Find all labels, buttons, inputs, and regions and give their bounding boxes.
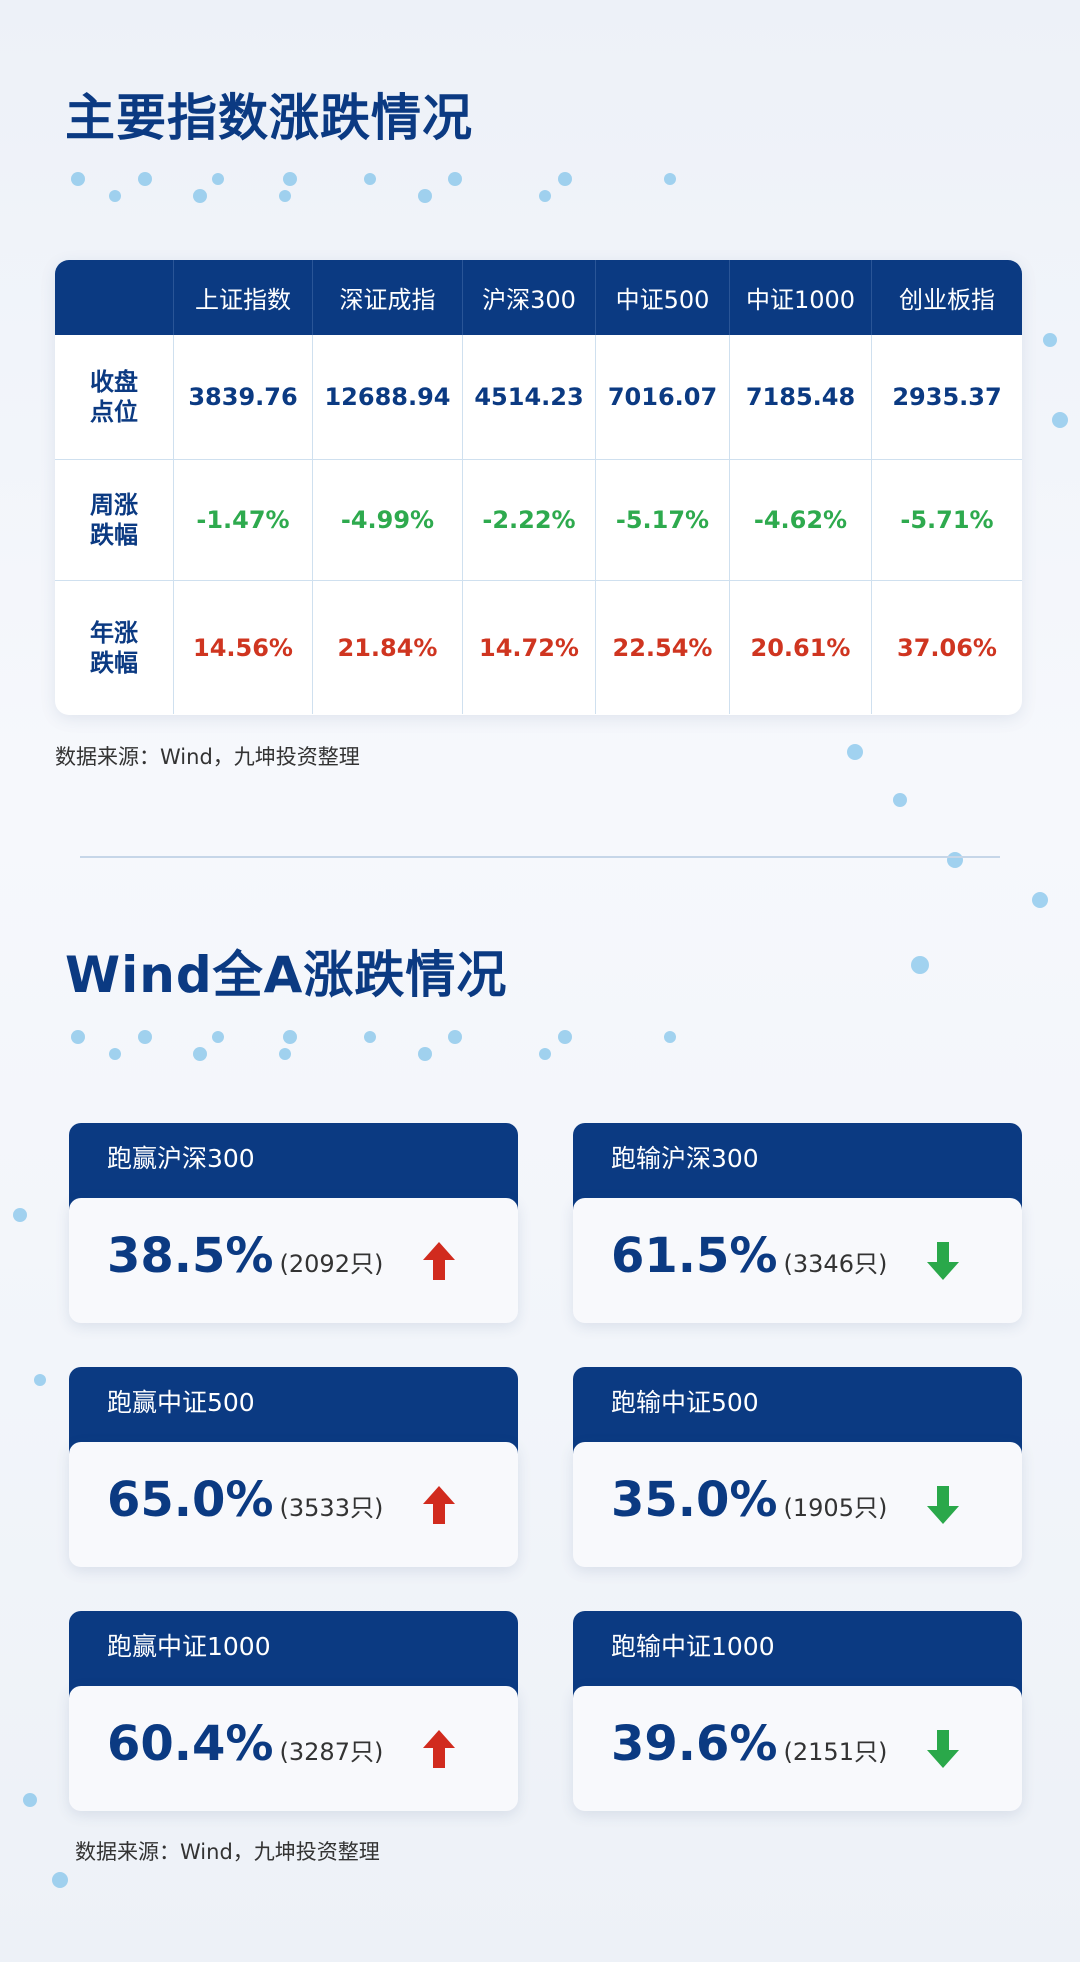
value-cell: -2.22% xyxy=(463,460,596,581)
card-count: (3533只) xyxy=(279,1494,384,1522)
value-cell: -4.62% xyxy=(730,460,872,581)
value-cell: 7185.48 xyxy=(730,335,872,460)
stat-card: 跑输中证500 35.0% (1905只) xyxy=(573,1367,1022,1567)
header-cell: 上证指数 xyxy=(174,260,313,335)
value-cell: 37.06% xyxy=(897,633,997,662)
card-label: 跑输中证1000 xyxy=(611,1632,775,1661)
card-label: 跑赢中证500 xyxy=(107,1388,255,1417)
card-label: 跑赢中证1000 xyxy=(107,1632,271,1661)
row-label: 周涨跌幅 xyxy=(90,491,138,549)
value-cell: 22.54% xyxy=(596,581,730,714)
value-cell: 14.72% xyxy=(463,581,596,714)
card-body: 35.0% (1905只) xyxy=(573,1442,1022,1567)
header-cell xyxy=(55,260,174,335)
source-note: 数据来源：Wind，九坤投资整理 xyxy=(75,1840,380,1864)
source-note: 数据来源：Wind，九坤投资整理 xyxy=(55,745,360,769)
arrow-icon xyxy=(423,1486,455,1524)
value-cell: -5.17% xyxy=(596,460,730,581)
row-label-cell: 周涨跌幅 xyxy=(55,460,174,581)
card-count: (3346只) xyxy=(783,1250,888,1278)
arrow-icon xyxy=(927,1242,959,1280)
arrow-icon xyxy=(927,1730,959,1768)
card-label: 跑输沪深300 xyxy=(611,1144,759,1173)
arrow-shape xyxy=(423,1242,455,1280)
header-cell: 中证1000 xyxy=(730,260,872,335)
value-cell: 4514.23 xyxy=(463,335,596,460)
stat-card: 跑输中证1000 39.6% (2151只) xyxy=(573,1611,1022,1811)
card-body: 65.0% (3533只) xyxy=(69,1442,518,1567)
header-cell: 创业板指 xyxy=(872,260,1022,335)
card-count: (3287只) xyxy=(279,1738,384,1766)
value-cell: 12688.94 xyxy=(313,335,463,460)
card-percent: 60.4% xyxy=(107,1716,274,1772)
card-body: 38.5% (2092只) xyxy=(69,1198,518,1323)
section-title: Wind全A涨跌情况 xyxy=(65,946,508,1004)
card-percent-line: 60.4% (3287只) xyxy=(107,1716,383,1772)
value-cell: 7016.07 xyxy=(596,335,730,460)
card-percent: 61.5% xyxy=(611,1228,778,1284)
arrow-shape xyxy=(927,1730,959,1768)
card-percent: 35.0% xyxy=(611,1472,778,1528)
header-row: 上证指数 深证成指 沪深300 中证500 中证1000 创业板指 xyxy=(55,260,1022,335)
row-label-cell: 收盘点位 xyxy=(55,335,174,460)
row-label: 年涨跌幅 xyxy=(90,618,138,677)
card-percent-line: 65.0% (3533只) xyxy=(107,1472,383,1528)
arrow-shape xyxy=(927,1242,959,1280)
card-percent: 39.6% xyxy=(611,1716,778,1772)
arrow-shape xyxy=(423,1486,455,1524)
arrow-icon xyxy=(423,1242,455,1280)
card-percent-line: 39.6% (2151只) xyxy=(611,1716,887,1772)
table-row: 年涨跌幅 14.56% 21.84% 14.72% 22.54% 20.61% 37.06% xyxy=(55,581,1022,714)
value-cell: 14.56% xyxy=(174,581,313,714)
row-label: 收盘点位 xyxy=(90,368,138,426)
header-cell: 深证成指 xyxy=(313,260,463,335)
arrow-icon xyxy=(927,1486,959,1524)
card-percent-line: 38.5% (2092只) xyxy=(107,1228,383,1284)
card-percent: 38.5% xyxy=(107,1228,274,1284)
row-label-cell: 年涨跌幅 xyxy=(55,581,174,714)
header-cell: 中证500 xyxy=(596,260,730,335)
card-label: 跑赢沪深300 xyxy=(107,1144,255,1173)
card-body: 61.5% (3346只) xyxy=(573,1198,1022,1323)
card-label: 跑输中证500 xyxy=(611,1388,759,1417)
value-cell: -1.47% xyxy=(174,460,313,581)
value-cell: 21.84% xyxy=(313,581,463,714)
index-table: 上证指数 深证成指 沪深300 中证500 中证1000 创业板指 收盘点位 3839.76 1… xyxy=(55,260,1022,714)
header-cell: 沪深300 xyxy=(463,260,596,335)
value-cell: 3839.76 xyxy=(174,335,313,460)
table-wrap: 上证指数 深证成指 沪深300 中证500 中证1000 创业板指 收盘点位 3839.76 1… xyxy=(55,260,1022,715)
card-body: 39.6% (2151只) xyxy=(573,1686,1022,1811)
table-row: 周涨跌幅 -1.47% -4.99% -2.22% -5.17% -4.62% -5.71% xyxy=(55,460,1022,581)
section-title: 主要指数涨跌情况 xyxy=(65,89,473,147)
value-cell: 2935.37 xyxy=(872,335,1022,460)
stat-card: 跑赢中证1000 60.4% (3287只) xyxy=(69,1611,518,1811)
card-count: (1905只) xyxy=(783,1494,888,1522)
value-cell: -5.71% xyxy=(872,460,1022,581)
card-count: (2092只) xyxy=(279,1250,384,1278)
arrow-shape xyxy=(423,1730,455,1768)
arrow-shape xyxy=(927,1486,959,1524)
card-body: 60.4% (3287只) xyxy=(69,1686,518,1811)
stat-card: 跑赢中证500 65.0% (3533只) xyxy=(69,1367,518,1567)
arrow-icon xyxy=(423,1730,455,1768)
card-count: (2151只) xyxy=(783,1738,888,1766)
stat-card: 跑赢沪深300 38.5% (2092只) xyxy=(69,1123,518,1323)
value-cell: 20.61% xyxy=(730,581,872,714)
stat-card: 跑输沪深300 61.5% (3346只) xyxy=(573,1123,1022,1323)
value-cell: -4.99% xyxy=(313,460,463,581)
table-row: 收盘点位 3839.76 12688.94 4514.23 7016.07 7185.48… xyxy=(55,335,1022,460)
card-percent-line: 35.0% (1905只) xyxy=(611,1472,887,1528)
card-percent-line: 61.5% (3346只) xyxy=(611,1228,887,1284)
card-percent: 65.0% xyxy=(107,1472,274,1528)
